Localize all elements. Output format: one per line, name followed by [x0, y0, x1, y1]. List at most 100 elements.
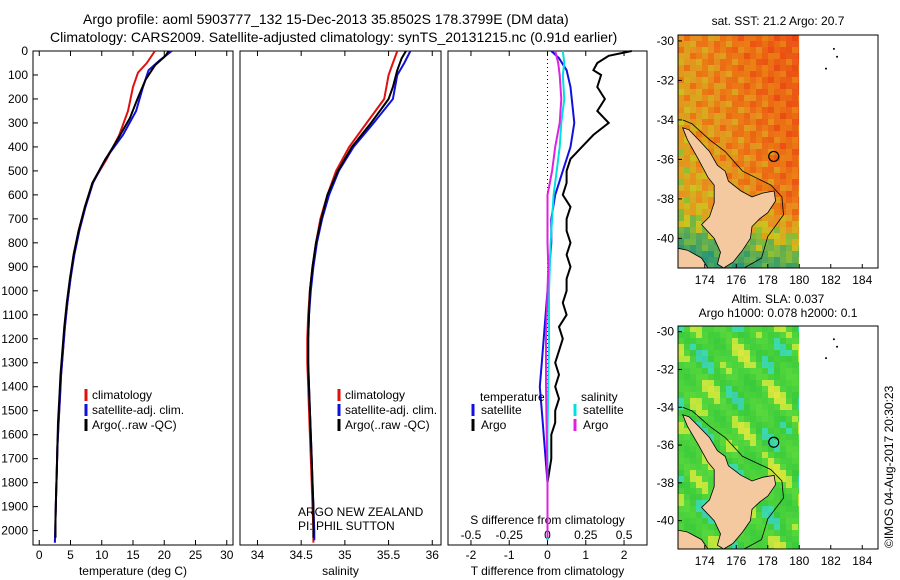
map-cell — [690, 476, 696, 482]
map-cell — [696, 191, 702, 197]
map-cell — [768, 155, 774, 161]
map-cell — [702, 233, 708, 239]
map-cell — [768, 41, 774, 47]
map-cell — [774, 512, 780, 518]
map-cell — [738, 410, 744, 416]
map-cell — [720, 47, 726, 53]
map-cell — [696, 326, 702, 332]
map-cell — [684, 125, 690, 131]
map-cell — [774, 263, 780, 268]
map-cell — [780, 185, 786, 191]
map-cell — [762, 107, 768, 113]
map-cell — [780, 107, 786, 113]
map-cell — [750, 113, 756, 119]
map-cell — [726, 113, 732, 119]
map-cell — [690, 245, 696, 251]
map-cell — [750, 452, 756, 458]
map-cell — [720, 410, 726, 416]
map-cell — [756, 416, 762, 422]
map-cell — [792, 350, 798, 356]
map-cell — [768, 326, 774, 332]
map-cell — [696, 77, 702, 83]
map-cell — [714, 368, 720, 374]
map-cell — [780, 35, 786, 41]
map-cell — [744, 53, 750, 59]
map-cell — [750, 107, 756, 113]
map-cell — [744, 380, 750, 386]
map-cell — [780, 356, 786, 362]
map-cell — [798, 500, 800, 506]
map-cell — [774, 233, 780, 239]
map-cell — [774, 245, 780, 251]
map-cell — [678, 350, 684, 356]
map-cell — [726, 65, 732, 71]
map-cell — [678, 203, 684, 209]
map-cell — [762, 137, 768, 143]
map-cell — [726, 155, 732, 161]
map-cell — [684, 506, 690, 512]
lat-tick-label: -34 — [657, 400, 675, 414]
map-cell — [768, 119, 774, 125]
map-cell — [792, 125, 798, 131]
map-cell — [750, 83, 756, 89]
lon-tick-label: 174 — [695, 554, 715, 568]
map-cell — [762, 89, 768, 95]
map-cell — [690, 95, 696, 101]
map-cell — [756, 368, 762, 374]
map-cell — [738, 458, 744, 464]
sdiff-tick-label: -0.5 — [461, 528, 482, 542]
map-cell — [786, 542, 792, 548]
map-cell — [690, 101, 696, 107]
map-cell — [720, 344, 726, 350]
map-cell — [726, 167, 732, 173]
map-cell — [774, 137, 780, 143]
map-cell — [708, 71, 714, 77]
map-cell — [678, 83, 684, 89]
map-cell — [786, 440, 792, 446]
map-cell — [708, 77, 714, 83]
map-cell — [744, 374, 750, 380]
map-cell — [750, 542, 756, 548]
map-cell — [798, 482, 800, 488]
map-cell — [714, 374, 720, 380]
map-cell — [726, 392, 732, 398]
map-cell — [732, 41, 738, 47]
figure-title-line2: Climatology: CARS2009. Satellite-adjuste… — [50, 29, 618, 45]
map-cell — [678, 125, 684, 131]
map-cell — [690, 500, 696, 506]
map-cell — [702, 59, 708, 65]
map-cell — [690, 167, 696, 173]
map-cell — [774, 53, 780, 59]
map-cell — [702, 350, 708, 356]
map-cell — [708, 119, 714, 125]
map-cell — [798, 512, 800, 518]
map-cell — [786, 257, 792, 263]
map-cell — [738, 392, 744, 398]
map-cell — [696, 113, 702, 119]
map-cell — [798, 536, 800, 542]
map-cell — [774, 71, 780, 77]
map-cell — [768, 53, 774, 59]
map-cell — [768, 404, 774, 410]
map-cell — [786, 35, 792, 41]
map-cell — [774, 368, 780, 374]
map-cell — [750, 263, 756, 268]
map-cell — [744, 179, 750, 185]
map-cell — [732, 368, 738, 374]
map-cell — [678, 107, 684, 113]
map-cell — [774, 488, 780, 494]
map-cell — [792, 95, 798, 101]
series-line-1 — [307, 50, 412, 541]
map-cell — [702, 107, 708, 113]
map-cell — [756, 245, 762, 251]
map-cell — [690, 179, 696, 185]
map-cell — [786, 422, 792, 428]
map-cell — [798, 143, 800, 149]
map-cell — [786, 209, 792, 215]
map-cell — [792, 107, 798, 113]
sst-map-title: sat. SST: 21.2 Argo: 20.7 — [712, 14, 845, 28]
map-cell — [774, 41, 780, 47]
map-cell — [690, 119, 696, 125]
map-cell — [780, 125, 786, 131]
map-cell — [702, 71, 708, 77]
